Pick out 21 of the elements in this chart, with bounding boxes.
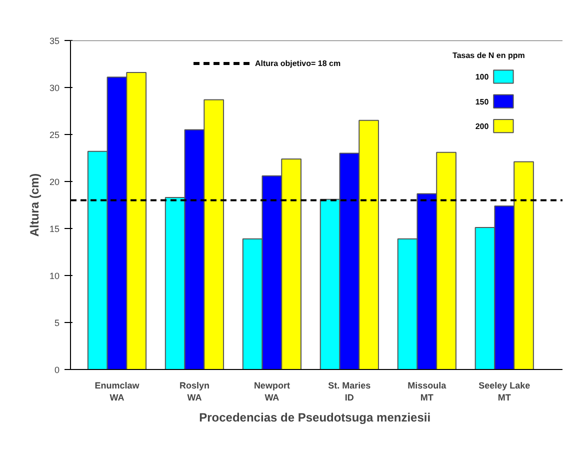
x-tick-label: Enumclaw WA	[94, 380, 140, 402]
x-tick-label: Roslyn WA	[179, 380, 210, 402]
y-tick-label: 10	[49, 271, 60, 281]
y-tick-label: 5	[54, 318, 60, 328]
annotation: Altura objetivo= 18 cm	[255, 59, 341, 68]
legend-title: Tasas de N en ppm	[452, 50, 525, 60]
x-tick-label: Seeley Lake MT	[478, 380, 530, 402]
y-tick-label: 20	[49, 177, 60, 187]
y-tick-label: 35	[49, 36, 60, 46]
x-tick-label: Missoula MT	[408, 380, 448, 402]
y-tick-label: 15	[49, 224, 60, 234]
x-axis-title: Procedencias de Pseudotsuga menziesii	[199, 410, 431, 424]
legend-label: 100	[475, 72, 490, 82]
y-axis-title: Altura (cm)	[27, 173, 42, 237]
legend-label: 200	[475, 122, 490, 132]
x-tick-label: St. Maries ID	[328, 380, 371, 402]
legend-label: 150	[475, 97, 490, 106]
y-tick-label: 30	[49, 83, 60, 93]
y-tick-label: 25	[49, 130, 60, 140]
x-tick-label: Newport WA	[254, 380, 290, 402]
y-tick-label: 0	[54, 365, 60, 375]
